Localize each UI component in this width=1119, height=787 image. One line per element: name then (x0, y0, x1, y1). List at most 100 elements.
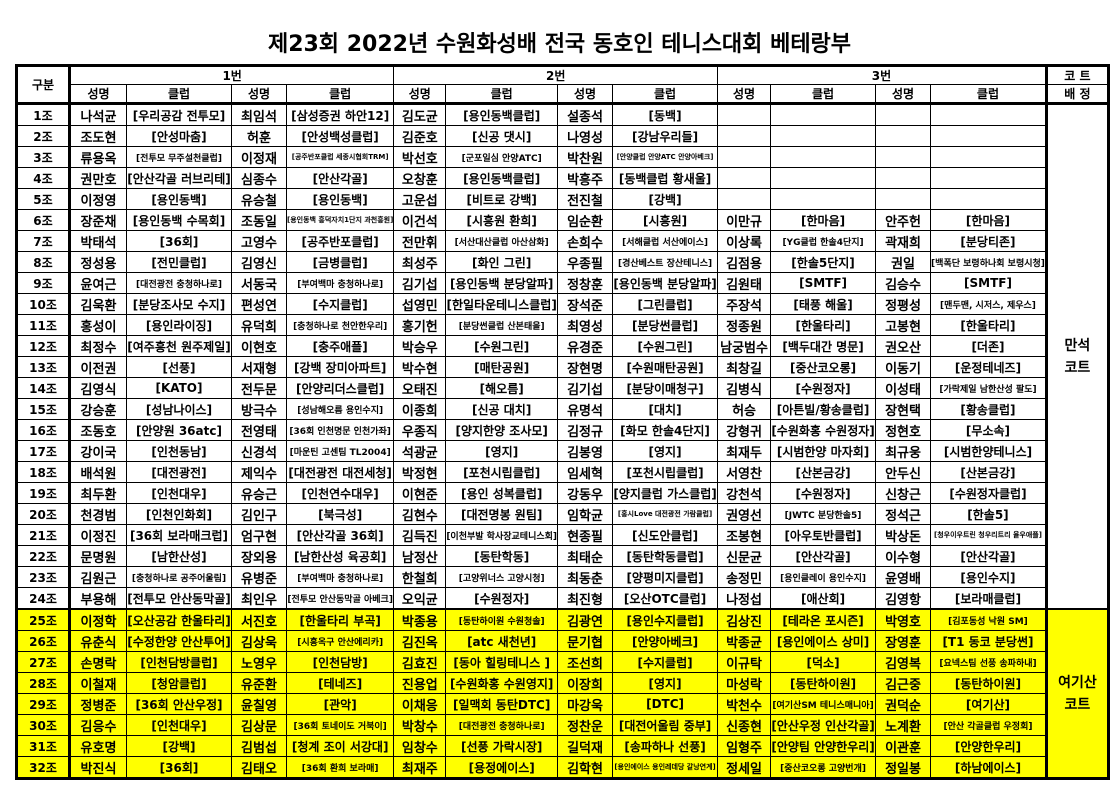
table-row: 28조 이철재 [청암클럽] 유준환 [테네즈] 진용업 [수원화홍 수원영지] 이장희 [영지… (16, 672, 1109, 694)
header-name: 성명 (557, 84, 614, 105)
player-name: 김기섭 (557, 377, 614, 399)
player-club: [공주반포클럽 세종시협회TRM] (285, 146, 395, 168)
draw-table: 구분 1번 2번 3번 코 트 성명 클럽 성명 클럽 성명 클럽 성명 클럽 성명 클럽 성명 클럽… (15, 64, 1110, 780)
group-label: 31조 (16, 735, 71, 757)
player-name: 박종균 (717, 630, 772, 652)
player-name: 현종필 (557, 524, 614, 546)
header-gubun: 구분 (16, 65, 71, 105)
player-name: 제익수 (231, 461, 287, 483)
player-name: 진용업 (393, 672, 447, 694)
player-club: [남한산성 육공회] (285, 545, 395, 567)
player-name: 이정학 (69, 608, 127, 631)
player-name: 이상록 (717, 230, 772, 252)
table-row: 27조 손명락 [인천담방클럽] 노영우 [인천담방] 김효진 [동아 힐링테니스 ] 조선희… (16, 651, 1109, 673)
player-name: 김영항 (875, 587, 932, 610)
player-name: 우종필 (557, 251, 614, 273)
player-club: [안양리더스클럽] (285, 377, 395, 399)
player-club: [수원그린] (612, 335, 719, 357)
player-name: 오창훈 (393, 167, 447, 189)
player-club: [용인 성복클럽] (445, 482, 559, 504)
player-club: [동백클럽 황새울] (612, 167, 719, 189)
player-club: [덕소] (770, 651, 877, 673)
player-name: 홍기헌 (393, 314, 447, 336)
table-row: 10조 김욱환 [분당조사모 수지] 편성연 [수지클럽] 섭영민 [한일타운테니스클럽] 장… (16, 293, 1109, 315)
group-label: 22조 (16, 545, 71, 567)
player-name: 권오산 (875, 335, 932, 357)
table-row: 32조 박진식 [36회] 김태오 [36회 환희 보라매] 최재주 [용정에이스] 김학현[… (16, 756, 1109, 779)
player-name: 길덕재 (557, 735, 614, 757)
group-label: 23조 (16, 566, 71, 588)
player-club: [동탄하이원] (930, 672, 1047, 694)
player-club: [안산각골 36회] (285, 524, 395, 546)
player-name: 조도현 (69, 125, 127, 147)
table-row: 18조 배석원 [대전광전] 제익수 [대전광전 대전세청] 박정현 [포천시립클럽] 임세혁… (16, 461, 1109, 483)
player-club: [대전광전] (126, 461, 232, 483)
player-club: [인천담방클럽] (126, 651, 232, 673)
player-club: [분당조사모 수지] (126, 293, 232, 315)
player-name: 최태순 (557, 545, 614, 567)
player-club: [안산각골] (770, 545, 877, 567)
player-club (770, 103, 877, 126)
player-name: 이정진 (69, 524, 127, 546)
player-name: 최두환 (69, 482, 127, 504)
player-name: 최창길 (717, 356, 772, 378)
player-club: [태풍 해울] (770, 293, 877, 315)
player-name (875, 188, 932, 210)
court-name-line2: 코트 (1064, 696, 1091, 713)
player-name: 남궁범수 (717, 335, 772, 357)
player-name: 강동우 (557, 482, 614, 504)
player-name: 장현명 (557, 356, 614, 378)
player-name: 박흥주 (557, 167, 614, 189)
player-club: [양지한양 조사모] (445, 419, 559, 441)
player-name: 김병식 (717, 377, 772, 399)
page-title: 제23회 2022년 수원화성배 전국 동호인 테니스대회 베테랑부 (267, 32, 852, 57)
court-name-line1: 만석 (1064, 337, 1091, 354)
player-name: 박상돈 (875, 524, 932, 546)
player-club: [수원정자] (445, 587, 559, 610)
player-club: [DTC] (612, 693, 719, 715)
player-club: [수원매탄공원] (612, 356, 719, 378)
player-name: 박수현 (393, 356, 447, 378)
player-name: 유준환 (231, 672, 287, 694)
player-name: 안두신 (875, 461, 932, 483)
player-club: [강백 장미아파트] (285, 356, 395, 378)
player-club: [인천인화회] (126, 503, 232, 525)
group-label: 30조 (16, 714, 71, 736)
table-row: 16조 조동호 [안양원 36atc] 전영태 [36회 인천명문 인천가좌] 우종직 [양… (16, 419, 1109, 441)
player-club: [김포동성 낙원 SM] (930, 608, 1047, 631)
player-club: [운정테네즈] (930, 356, 1047, 378)
group-label: 13조 (16, 356, 71, 378)
header-name: 성명 (231, 84, 287, 105)
player-name: 조동호 (69, 419, 127, 441)
player-name: 이정재 (231, 146, 287, 168)
player-name: 김범섭 (231, 735, 287, 757)
player-club: [황송클럽] (930, 398, 1047, 420)
player-name: 이관훈 (875, 735, 932, 757)
table-row: 25조 이정학 [오산공감 한울타리] 서진호 [한울타리 부곡] 박종용 [동탄하이원 수… (16, 608, 1109, 779)
player-club: [테라온 포시즌] (770, 608, 877, 631)
player-name: 최규웅 (875, 440, 932, 462)
player-club (930, 146, 1047, 168)
player-club: [서산대산클럽 아산삼화] (445, 230, 559, 252)
player-name: 권영선 (717, 503, 772, 525)
player-club: [안양한우리] (930, 735, 1047, 757)
table-row: 13조 이전권 [선풍] 서재형 [강백 장미아파트] 박수현 [매탄공원] 장현명 [수원매탄… (16, 356, 1109, 378)
player-name: 장석준 (557, 293, 614, 315)
player-name: 고봉현 (875, 314, 932, 336)
player-name: 장준채 (69, 209, 127, 231)
player-name: 손명락 (69, 651, 127, 673)
player-name: 권만호 (69, 167, 127, 189)
player-club: [대치] (612, 398, 719, 420)
player-club: [청암클럽] (126, 672, 232, 694)
player-club: [36회] (126, 756, 232, 779)
player-club: [선풍 가락시장] (445, 735, 559, 757)
player-name: 정성용 (69, 251, 127, 273)
player-club: [용인동백클럽] (445, 103, 559, 126)
player-club: [동탄하이원] (770, 672, 877, 694)
player-club: [신공 댓시] (445, 125, 559, 147)
table-row: 23조 김원근 [충청하나로 공주어울림] 유병준 [부여백마 충청하나로] 한철희 [고양… (16, 566, 1109, 588)
player-name: 정일봉 (875, 756, 932, 779)
player-name: 유승철 (231, 188, 287, 210)
group-label: 14조 (16, 377, 71, 399)
player-club: [선풍] (126, 356, 232, 378)
